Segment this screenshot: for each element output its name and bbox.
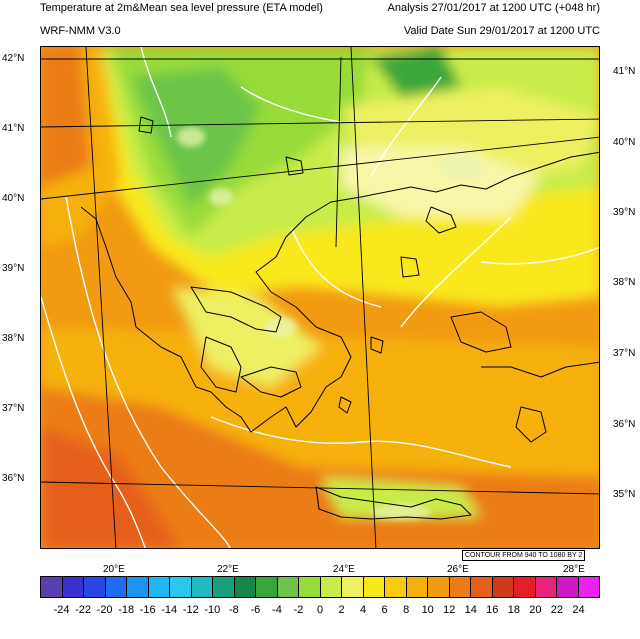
lat-label-left: 41°N — [2, 123, 25, 134]
colorbar-label: -12 — [182, 604, 199, 616]
temperature-detail — [177, 127, 483, 520]
colorbar-label: 16 — [486, 604, 499, 616]
colorbar-label: 22 — [550, 604, 564, 616]
colorbar-label: 12 — [443, 604, 456, 616]
lon-label: 22°E — [217, 564, 239, 575]
analysis-time: Analysis 27/01/2017 at 1200 UTC (+048 hr… — [387, 2, 601, 14]
lon-label: 28°E — [563, 564, 585, 575]
lat-label-left: 42°N — [2, 53, 25, 64]
colorbar-label: -24 — [53, 604, 70, 616]
colorbar-swatch — [148, 577, 170, 597]
colorbar-swatch — [514, 577, 536, 597]
model-name: WRF-NMM V3.0 — [40, 25, 121, 37]
colorbar-label: 14 — [464, 604, 477, 616]
colorbar-swatch — [342, 577, 364, 597]
colorbar-label: 20 — [529, 604, 542, 616]
lat-label-left: 38°N — [2, 333, 25, 344]
colorbar-label: -4 — [272, 604, 282, 616]
colorbar-swatch — [492, 577, 514, 597]
colorbar-label: -14 — [161, 604, 178, 616]
lat-label-right: 37°N — [613, 348, 636, 359]
lat-label-right: 39°N — [613, 207, 636, 218]
valid-date: Valid Date Sun 29/01/2017 at 1200 UTC — [403, 25, 600, 37]
temperature-colorbar — [40, 576, 600, 598]
colorbar-label: 10 — [421, 604, 434, 616]
map-panel — [40, 46, 600, 549]
coastlines — [80, 116, 599, 520]
lat-label-right: 35°N — [613, 489, 636, 500]
colorbar-swatch — [191, 577, 213, 597]
colorbar-label: -22 — [75, 604, 92, 616]
lat-label-right: 38°N — [613, 277, 636, 288]
lon-label: 20°E — [103, 564, 125, 575]
lon-label: 24°E — [333, 564, 355, 575]
colorbar-swatch — [299, 577, 321, 597]
colorbar-swatch — [406, 577, 428, 597]
colorbar-label: 2 — [338, 604, 345, 616]
colorbar-swatch — [557, 577, 579, 597]
colorbar-swatch — [234, 577, 256, 597]
colorbar-label: -2 — [293, 604, 304, 616]
colorbar-swatch — [41, 577, 63, 597]
lat-label-right: 40°N — [613, 137, 636, 148]
colorbar-label: -20 — [96, 604, 113, 616]
lat-lon-grid — [41, 47, 599, 548]
colorbar-label: -6 — [250, 604, 261, 616]
colorbar-swatch — [578, 577, 599, 597]
colorbar-swatch — [213, 577, 235, 597]
colorbar-label: -8 — [228, 604, 239, 616]
lat-label-left: 36°N — [2, 473, 25, 484]
lat-label-left: 40°N — [2, 193, 25, 204]
colorbar-label: 8 — [403, 604, 410, 616]
isobars — [41, 47, 599, 548]
colorbar-label: -18 — [118, 604, 135, 616]
colorbar-swatch — [363, 577, 385, 597]
lat-label-right: 41°N — [613, 66, 636, 77]
colorbar-label: 18 — [507, 604, 520, 616]
colorbar-label: 6 — [381, 604, 388, 616]
colorbar-label: 24 — [572, 604, 585, 616]
colorbar-swatch — [127, 577, 149, 597]
contour-note: CONTOUR FROM 940 TO 1080 BY 2 — [462, 550, 586, 561]
lat-label-right: 36°N — [613, 419, 636, 430]
lat-label-left: 37°N — [2, 403, 25, 414]
colorbar-swatch — [320, 577, 342, 597]
colorbar-swatch — [449, 577, 471, 597]
colorbar-label: 4 — [360, 604, 367, 616]
colorbar-swatch — [62, 577, 84, 597]
colorbar-swatch — [105, 577, 127, 597]
lon-label: 26°E — [447, 564, 469, 575]
lat-label-left: 39°N — [2, 263, 25, 274]
map-title: Temperature at 2m&Mean sea level pressur… — [40, 2, 323, 14]
colorbar-label: -10 — [204, 604, 221, 616]
colorbar-swatch — [428, 577, 450, 597]
colorbar-swatch — [170, 577, 192, 597]
colorbar-label: -16 — [139, 604, 156, 616]
colorbar-swatch — [277, 577, 299, 597]
colorbar-swatch — [535, 577, 557, 597]
temperature-map — [41, 47, 599, 548]
colorbar-swatch — [385, 577, 407, 597]
colorbar-swatch — [256, 577, 278, 597]
colorbar-label: 0 — [316, 604, 324, 616]
colorbar-swatch — [84, 577, 106, 597]
colorbar-swatch — [471, 577, 493, 597]
